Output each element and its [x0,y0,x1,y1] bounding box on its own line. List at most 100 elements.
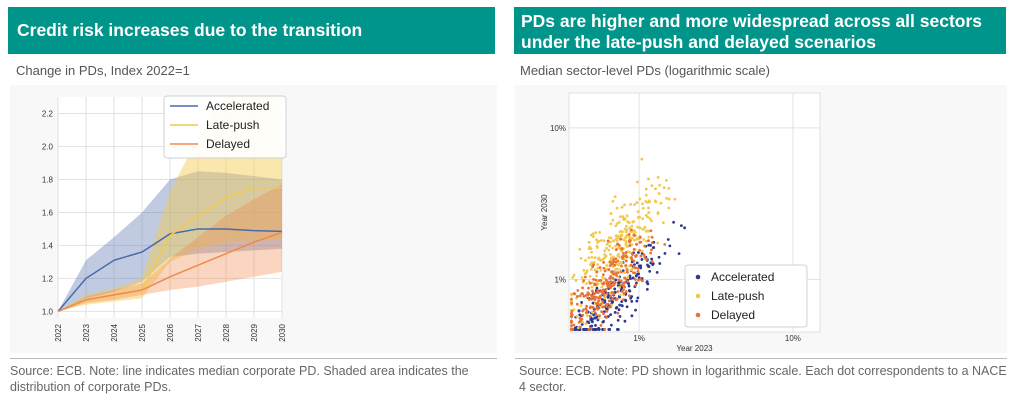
point-late-push [644,193,648,197]
point-delayed [599,290,603,293]
point-delayed [626,270,629,274]
point-accelerated [580,322,584,326]
point-delayed [584,307,588,311]
point-delayed [593,283,596,287]
point-accelerated [666,238,670,241]
point-accelerated [668,244,672,248]
point-delayed [610,290,614,294]
x-axis-label: Year 2023 [676,344,713,353]
point-delayed [623,285,627,289]
point-delayed [627,233,631,236]
point-late-push [613,195,617,199]
point-delayed [605,281,609,285]
point-late-push [641,217,645,221]
point-delayed [624,254,628,258]
point-accelerated [635,281,638,285]
point-late-push [591,235,595,239]
point-delayed [637,278,640,282]
point-delayed [591,290,594,293]
point-late-push [617,263,620,267]
point-late-push [591,281,594,285]
point-delayed [581,292,585,296]
point-delayed [609,275,613,279]
point-accelerated [614,306,618,310]
legend-box [684,264,808,328]
point-late-push [624,224,628,228]
point-late-push [640,202,644,206]
point-delayed [615,274,618,277]
point-late-push [616,235,620,239]
point-late-push [644,230,648,233]
point-delayed [600,310,603,314]
point-late-push [647,177,650,181]
point-accelerated [634,308,637,312]
point-late-push [654,200,658,204]
point-accelerated [615,328,619,331]
y-tick-label: 1.2 [42,274,54,283]
legend: Accelerated Late-push Delayed [163,95,287,159]
point-late-push [578,247,582,251]
point-late-push [629,203,632,206]
point-delayed [639,254,643,258]
point-late-push [614,234,618,238]
point-delayed [608,264,612,267]
point-late-push [636,225,639,229]
point-accelerated [648,270,652,273]
point-delayed [599,294,602,298]
point-late-push [584,322,588,326]
point-late-push [647,206,650,210]
point-late-push [587,240,591,244]
point-delayed [594,278,598,282]
point-late-push [618,268,622,272]
point-delayed [572,292,576,296]
point-delayed [635,242,638,246]
point-delayed [614,257,618,261]
point-late-push [647,235,651,239]
point-delayed [650,235,654,239]
point-delayed [581,286,584,290]
point-delayed [594,295,598,299]
point-delayed [607,268,611,271]
point-delayed [632,248,636,251]
point-late-push [615,239,619,243]
point-late-push [641,227,645,231]
point-delayed [614,260,618,264]
point-late-push [615,206,619,210]
point-delayed [649,229,653,233]
point-late-push [647,211,651,214]
point-late-push [611,239,615,243]
point-late-push [673,197,677,201]
left-source-note: Source: ECB. Note: line indicates median… [10,364,469,394]
point-late-push [602,239,606,243]
point-accelerated [647,265,650,268]
point-late-push [650,219,653,223]
point-late-push [591,232,595,236]
point-delayed [634,254,637,258]
point-delayed [622,291,626,295]
point-delayed [580,317,584,321]
point-delayed [607,299,611,303]
point-late-push [623,271,626,275]
point-delayed [650,241,654,245]
point-late-push [589,268,593,271]
x-tick-label: 2027 [194,323,203,341]
point-delayed [609,295,613,298]
point-late-push [572,308,576,311]
point-delayed [649,251,653,255]
point-late-push [629,268,633,272]
point-late-push [621,215,625,219]
point-late-push [580,276,584,280]
point-accelerated [650,257,654,261]
point-delayed [634,283,637,287]
point-late-push [657,192,661,195]
point-delayed [630,228,633,232]
point-delayed [595,302,598,305]
point-late-push [623,203,626,207]
point-accelerated [582,328,585,331]
point-delayed [593,291,597,295]
point-late-push [584,258,587,262]
point-delayed [581,313,585,317]
point-accelerated [586,320,589,324]
point-late-push [625,214,629,218]
point-delayed [603,269,607,273]
